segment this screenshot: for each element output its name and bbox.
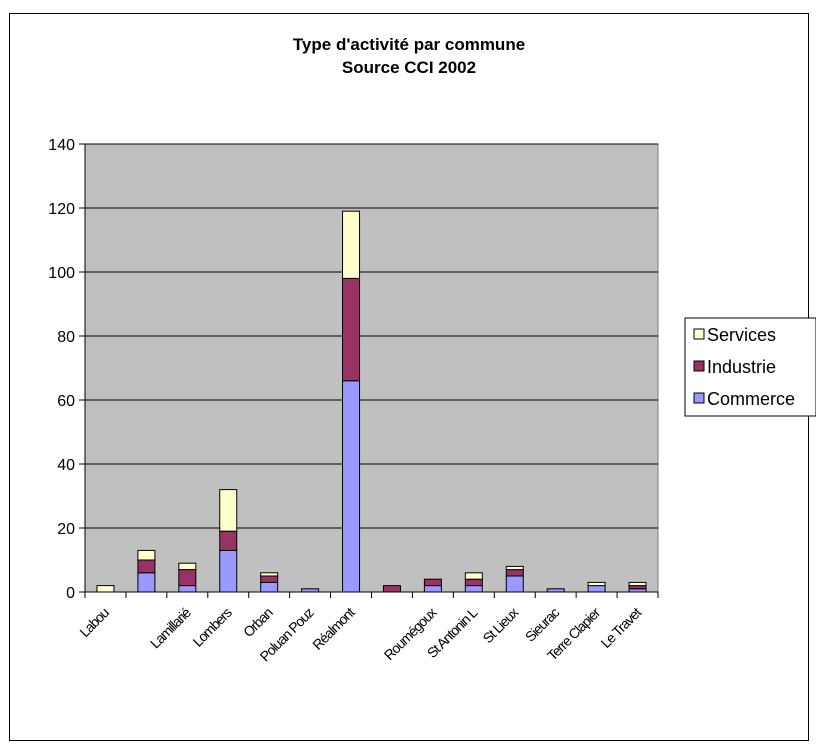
x-tick-label: Lamillarié xyxy=(147,604,194,651)
y-tick-label: 60 xyxy=(57,393,75,410)
x-tick-label: Le Travet xyxy=(597,604,644,651)
y-axis: 0 20 40 60 80 100 120 140 xyxy=(48,137,86,602)
bar-commerce xyxy=(137,572,156,593)
legend-swatch-commerce xyxy=(693,392,705,404)
bar-industrie xyxy=(260,575,279,583)
legend-box xyxy=(684,317,816,417)
bar-industrie xyxy=(464,578,483,587)
legend-label-commerce: Commerce xyxy=(707,389,795,409)
bar-industrie xyxy=(382,585,401,593)
y-tick-label: 20 xyxy=(57,521,75,538)
bar-industrie xyxy=(342,277,361,382)
bar-services xyxy=(219,489,238,532)
bar-services xyxy=(587,581,606,587)
bar-commerce xyxy=(464,585,483,593)
bar-services xyxy=(96,585,115,593)
x-tick-label: St Lieux xyxy=(479,604,521,646)
bar-services xyxy=(505,565,524,571)
y-tick-label: 0 xyxy=(66,585,75,602)
y-tick-label: 40 xyxy=(57,457,75,474)
legend-swatch-services xyxy=(693,328,705,340)
bar-services xyxy=(178,562,197,571)
chart-subtitle: Source CCI 2002 xyxy=(341,58,477,77)
bar-commerce xyxy=(219,549,238,593)
y-tick-label: 120 xyxy=(48,201,75,218)
x-tick-label: Labou xyxy=(76,605,111,640)
bar-industrie xyxy=(423,578,442,587)
bar-industrie xyxy=(178,569,197,587)
bar-industrie xyxy=(219,530,238,551)
legend-label-industrie: Industrie xyxy=(707,357,776,377)
plot-area xyxy=(84,143,659,593)
bar-commerce xyxy=(587,585,606,593)
bar-services xyxy=(464,572,483,580)
bar-services xyxy=(628,581,647,587)
legend: Services Industrie Commerce xyxy=(684,317,816,417)
bar-commerce xyxy=(423,585,442,593)
bar-industrie xyxy=(137,559,156,574)
x-tick-label: Orban xyxy=(240,605,275,640)
x-tick-label: Réalmont xyxy=(309,604,358,653)
x-tick-label: Lombers xyxy=(189,604,235,650)
legend-label-services: Services xyxy=(707,325,776,345)
bar-commerce xyxy=(342,380,361,593)
bar-services xyxy=(260,572,279,577)
gridlines xyxy=(85,143,658,529)
bar-services xyxy=(342,210,361,279)
bar-commerce xyxy=(505,575,524,593)
bar-commerce xyxy=(178,585,197,593)
chart-title: Type d'activité par commune xyxy=(292,35,526,54)
y-tick-label: 140 xyxy=(48,137,75,154)
y-tick-label: 80 xyxy=(57,329,75,346)
legend-swatch-industrie xyxy=(693,360,705,372)
y-tick-label: 100 xyxy=(48,265,75,282)
bars xyxy=(96,210,647,593)
bar-commerce xyxy=(260,581,279,593)
bar-services xyxy=(137,549,156,561)
bar-industrie xyxy=(505,569,524,577)
